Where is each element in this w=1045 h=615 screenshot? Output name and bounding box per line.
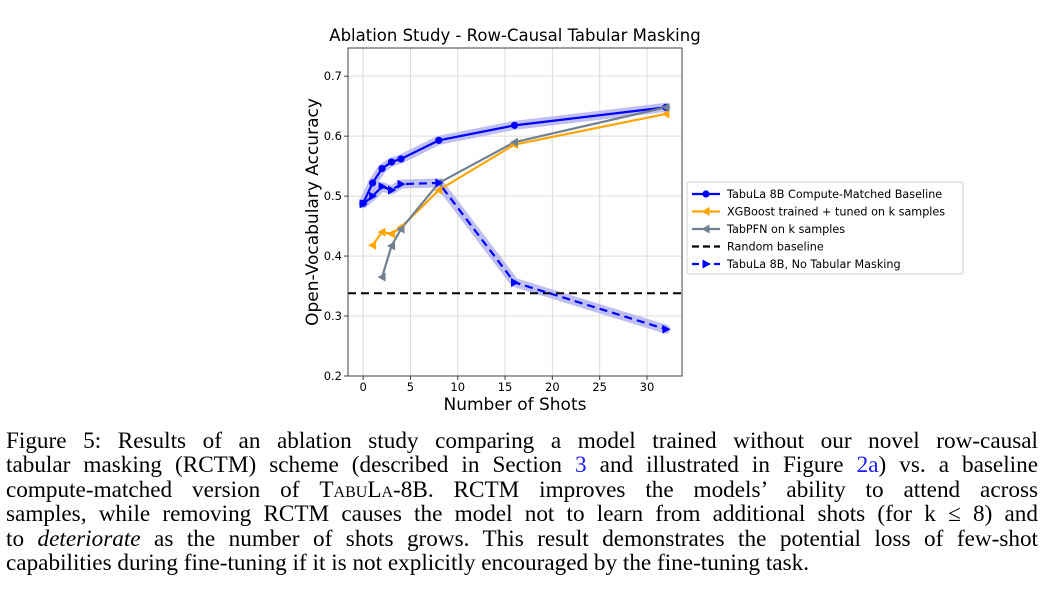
grid [348,48,682,377]
data-point-circle [702,190,710,198]
data-point-triangle-right [359,199,368,209]
x-tick-label: 10 [450,380,465,394]
data-point-triangle-left [377,272,386,282]
data-point-triangle-right [662,324,671,334]
data-point-circle [435,136,443,144]
legend-label: TabuLa 8B, No Tabular Masking [726,258,901,271]
caption-line-4: samples, while removing RCTM causes the … [6,501,1038,528]
chart: Ablation Study - Row-Causal Tabular Mask… [303,26,964,415]
data-point-triangle-right [388,185,397,195]
x-tick-label: 0 [359,380,366,394]
section-reference-link[interactable]: 3 [575,452,587,479]
legend-label: Random baseline [727,241,824,254]
series-line-tabpfn-on-k-samples [381,106,667,278]
legend-label: XGBoost trained + tuned on k samples [727,206,945,219]
y-tick-label: 0.6 [324,129,342,143]
data-point-triangle-left [661,102,670,112]
y-tick-label: 0.5 [324,189,342,203]
data-point-triangle-right [511,277,520,287]
y-tick-label: 0.4 [324,249,342,263]
plot-frame [347,47,683,377]
data-point-triangle-left [387,229,396,239]
figure-caption: Figure 5: Results of an ablation study c… [6,428,1038,577]
chart-title: Ablation Study - Row-Causal Tabular Mask… [329,26,700,45]
caption-line-5: to deteriorate as the number of shots gr… [6,525,1038,552]
y-tick-label: 0.3 [324,309,342,323]
caption-line-2: tabular masking (RCTM) scheme (described… [6,453,1038,477]
data-point-triangle-right [702,259,711,269]
y-axis-label: Open-Vocabulary Accuracy [303,98,323,326]
x-axis-ticks: 0 5 10 15 20 25 30 [359,376,654,394]
caption-text: and illustrated in Figure [586,452,857,479]
data-point-triangle-left [387,241,396,251]
caption-text: tabular masking (RCTM) scheme (described… [6,452,576,479]
data-point-circle [387,158,396,166]
data-point-triangle-left [701,207,710,216]
caption-line-1: Figure 5: Results of an ablation study c… [6,428,1038,454]
series-markers [359,102,671,334]
caption-text: -8B. RCTM improves the models’ ability t… [393,476,1038,503]
data-point-circle [397,155,405,163]
y-tick-label: 0.7 [324,69,342,83]
data-point-circle [369,179,377,187]
legend-label: TabPFN on k samples [726,223,845,236]
y-tick-label: 0.2 [324,369,342,383]
caption-text: as the number of shots grows. This resul… [140,525,1038,552]
data-point-circle [510,121,519,129]
x-tick-label: 5 [407,380,414,394]
x-tick-label: 25 [592,380,607,394]
y-axis-ticks: 0.2 0.3 0.4 0.5 0.6 0.7 [324,69,348,383]
legend-label: TabuLa 8B Compute-Matched Baseline [726,188,942,201]
caption-text: ) vs. a baseline [878,452,1038,479]
data-point-triangle-right [369,191,378,201]
data-point-triangle-left [510,137,519,147]
x-axis-label: Number of Shots [444,395,587,415]
x-tick-label: 30 [640,380,655,394]
legend-frame [686,181,964,275]
data-point-triangle-right [378,182,387,192]
legend: TabuLa 8B Compute-Matched Baseline XGBoos… [686,181,964,275]
data-point-triangle-left [661,109,670,119]
model-name: TabuLa [319,476,394,503]
data-point-triangle-right [435,178,444,188]
x-tick-label: 20 [545,380,560,394]
data-point-triangle-left [368,240,377,250]
caption-text: compute-matched version of [6,476,320,503]
data-point-triangle-left [396,224,405,234]
data-point-triangle-left [701,224,710,234]
data-point-triangle-left [377,227,386,237]
caption-line-3: compute-matched version of TabuLa-8B. RC… [6,478,1038,502]
data-point-triangle-right [397,179,406,189]
caption-line-6: capabilities during fine-tuning if it is… [6,550,809,577]
caption-text: to [6,525,38,552]
data-point-circle [378,164,386,173]
figure-reference-link[interactable]: 2a [856,452,879,479]
caption-emphasis: deteriorate [37,525,141,552]
data-point-triangle-left [434,185,443,195]
x-tick-label: 15 [498,380,513,394]
